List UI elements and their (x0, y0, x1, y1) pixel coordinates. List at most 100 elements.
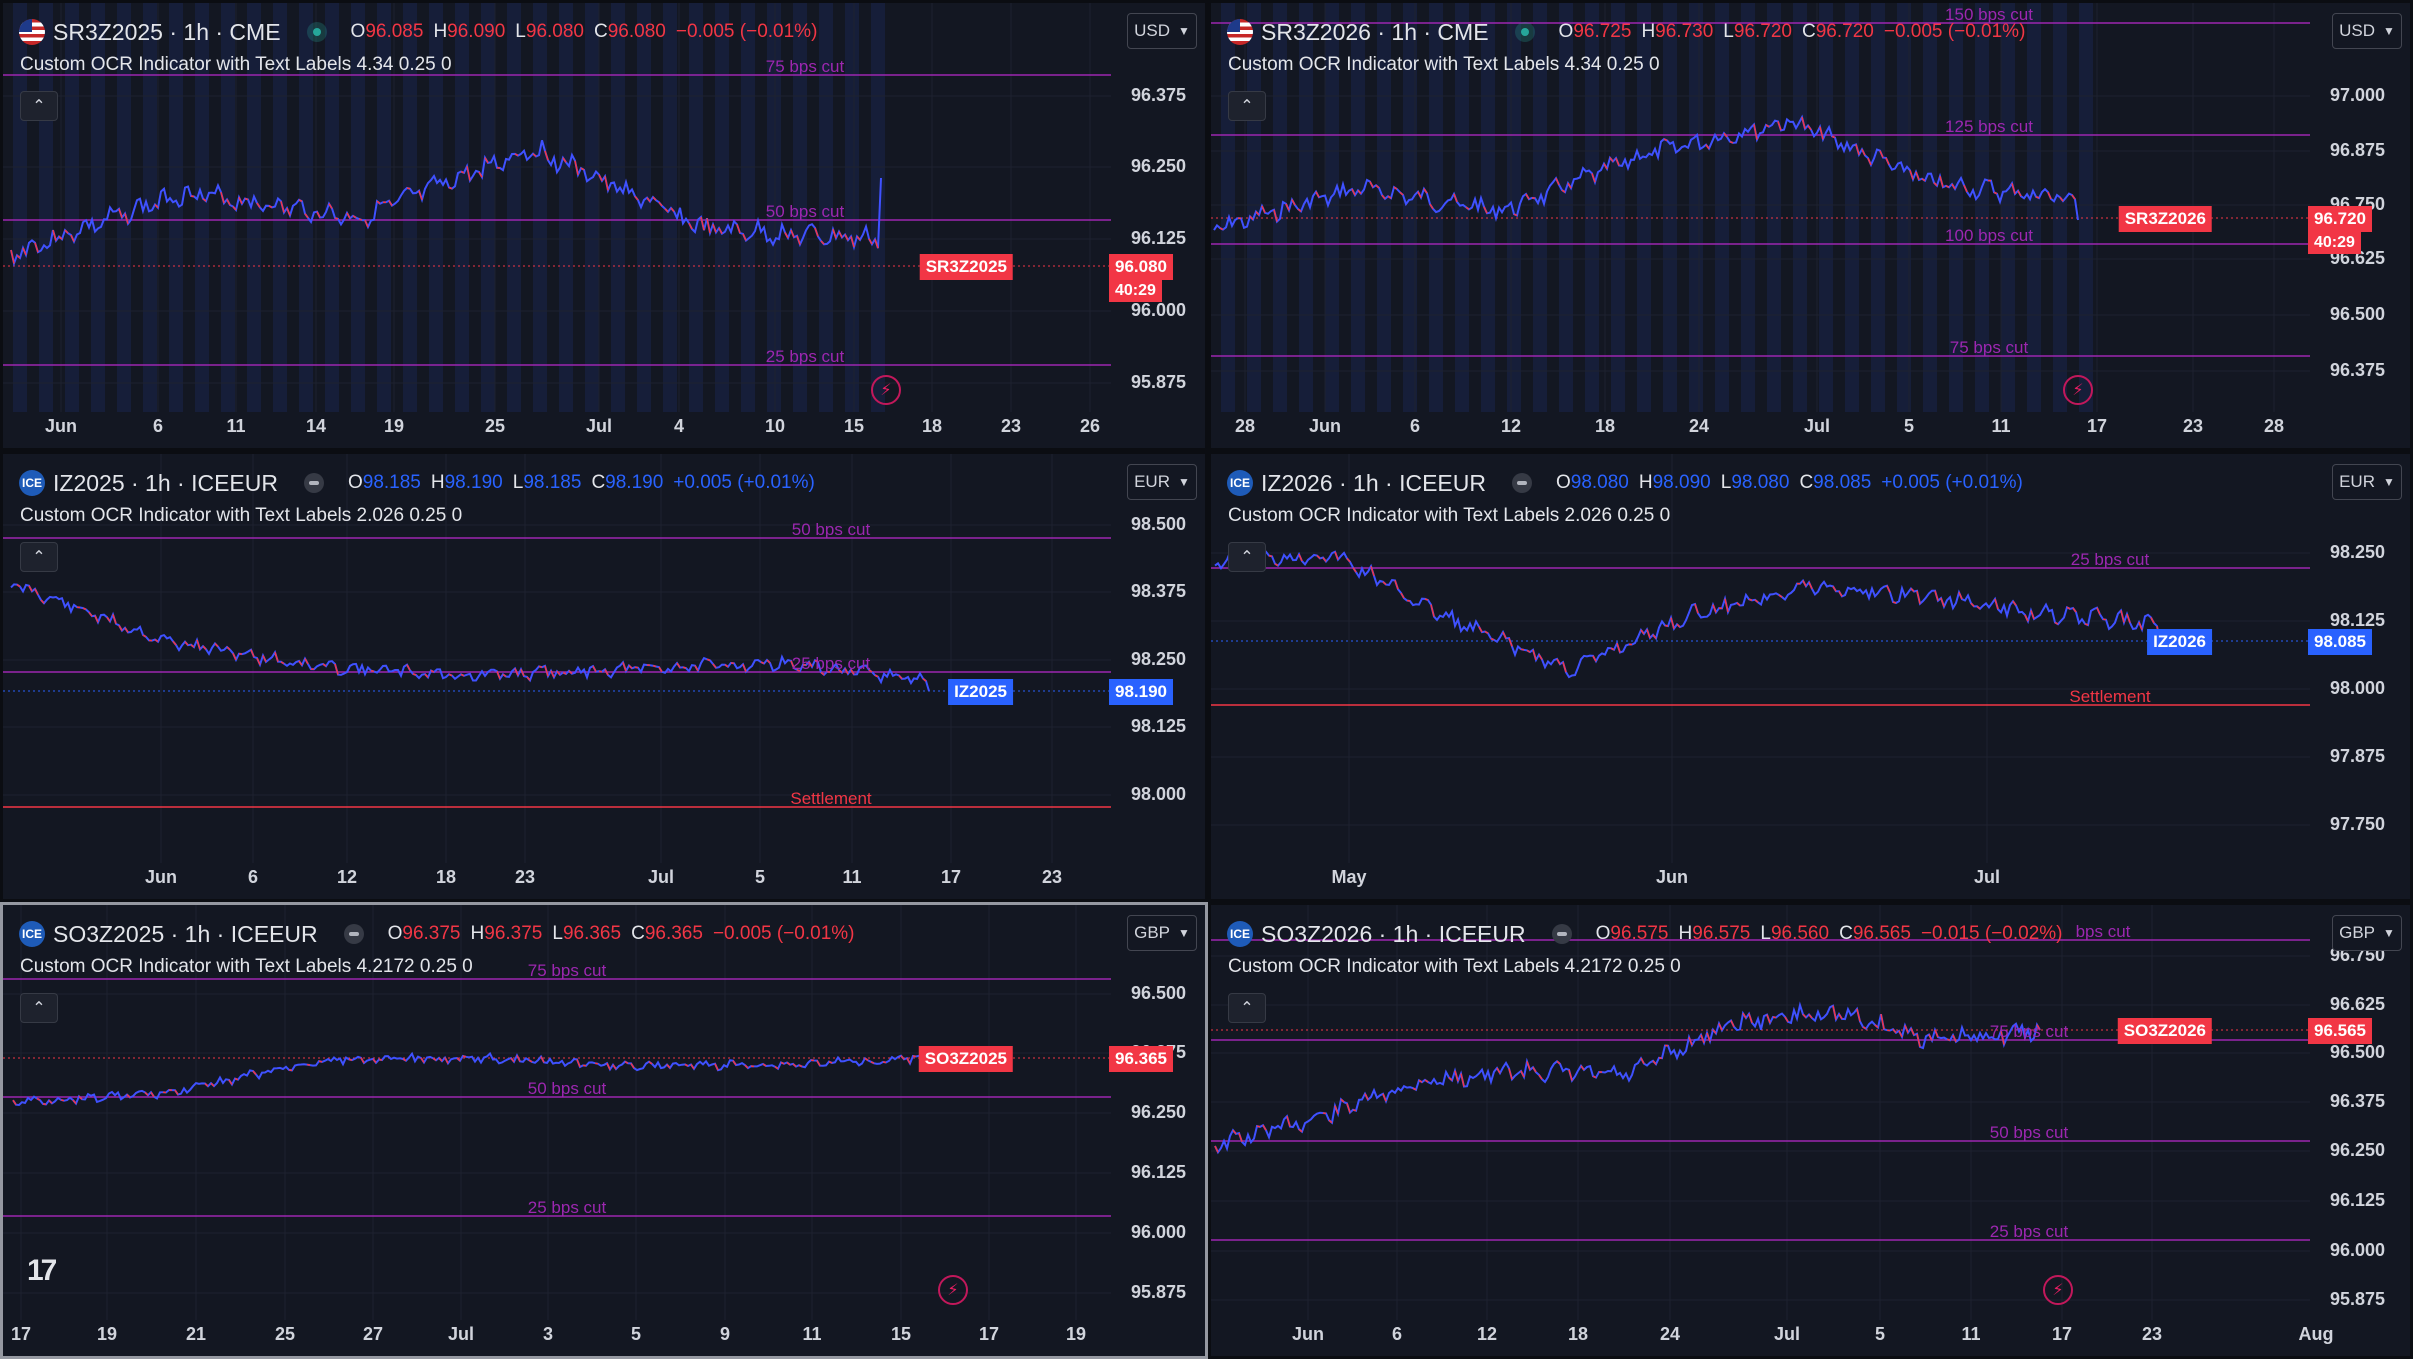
plot-area[interactable] (1211, 905, 2310, 1320)
symbol-legend[interactable]: ICE IZ2025 · 1h · ICEEUR O98.185 H98.190… (19, 468, 815, 498)
session-band (1663, 3, 1677, 412)
collapse-legend-button[interactable]: ⌃ (20, 91, 58, 121)
symbol-price-tag: SO3Z2025 (918, 1046, 1013, 1072)
indicator-legend[interactable]: Custom OCR Indicator with Text Labels 4.… (20, 54, 452, 75)
lightning-icon[interactable]: ⚡ (2043, 1275, 2073, 1305)
time-axis-label: Jul (1773, 1324, 1801, 1344)
market-status-icon[interactable] (343, 924, 364, 944)
time-axis-label: 12 (1500, 416, 1522, 436)
market-status-icon[interactable] (303, 473, 324, 493)
plot-area[interactable] (3, 454, 1111, 863)
chart-pane-sr3z2026[interactable]: 150 bps cut 125 bps cut 100 bps cut 75 bps … (1208, 0, 2413, 451)
symbol-legend[interactable]: ICE IZ2026 · 1h · ICEEUR O98.080 H98.090… (1227, 468, 2023, 498)
tradingview-logo-icon[interactable]: 17 (27, 1254, 57, 1287)
plot-area[interactable] (3, 905, 1111, 1320)
chart-pane-iz2026[interactable]: 25 bps cut Settlement ICE IZ2026 · 1h · I… (1208, 451, 2413, 902)
price-plot[interactable] (3, 454, 1111, 863)
session-band (2079, 3, 2093, 412)
us-flag-icon (1227, 19, 1253, 45)
session-band (533, 3, 547, 412)
chart-pane-so3z2025[interactable]: 75 bps cut 50 bps cut 25 bps cut ICE SO3Z2… (0, 902, 1208, 1359)
time-axis-label: 25 (274, 1324, 296, 1344)
session-band (403, 3, 417, 412)
price-axis-label: 95.875 (1131, 372, 1187, 392)
lightning-icon[interactable]: ⚡ (2063, 375, 2093, 405)
ohlc-open: O98.185 (347, 472, 421, 493)
price-axis-label: 96.500 (1131, 983, 1187, 1003)
symbol-title[interactable]: SR3Z2025 · 1h · CME (53, 18, 281, 45)
chart-pane-so3z2026[interactable]: bps cut 75 bps cut 50 bps cut 25 bps cut IC… (1208, 902, 2413, 1359)
chart-pane-iz2025[interactable]: 50 bps cut 25 bps cut Settlement ICE IZ202… (0, 451, 1208, 902)
collapse-legend-button[interactable]: ⌃ (20, 542, 58, 572)
time-axis-label: 6 (1409, 416, 1421, 436)
session-band (559, 3, 573, 412)
symbol-legend[interactable]: SR3Z2026 · 1h · CME O96.725 H96.730 L96.… (1227, 17, 2025, 47)
indicator-legend[interactable]: Custom OCR Indicator with Text Labels 4.… (1228, 54, 1660, 75)
session-band (1455, 3, 1469, 412)
symbol-title[interactable]: IZ2026 · 1h · ICEEUR (1261, 469, 1486, 496)
indicator-legend[interactable]: Custom OCR Indicator with Text Labels 2.… (20, 505, 463, 526)
session-band (1325, 3, 1339, 412)
time-axis-label: Jun (44, 416, 78, 436)
ohlc-high: H98.190 (430, 472, 503, 493)
price-plot[interactable] (3, 905, 1111, 1320)
market-status-icon[interactable] (306, 22, 327, 42)
currency-button[interactable]: EUR ▼ (1127, 464, 1197, 500)
session-band (741, 3, 755, 412)
collapse-legend-button[interactable]: ⌃ (1228, 993, 1266, 1023)
market-status-icon[interactable] (1514, 22, 1535, 42)
currency-button[interactable]: GBP ▼ (1127, 915, 1197, 951)
ohlc-open: O96.725 (1558, 21, 1632, 42)
collapse-legend-button[interactable]: ⌃ (1228, 91, 1266, 121)
chart-pane-sr3z2025[interactable]: 75 bps cut 50 bps cut 25 bps cut SR3Z2025 … (0, 0, 1208, 451)
symbol-legend[interactable]: ICE SO3Z2026 · 1h · ICEEUR O96.575 H96.5… (1227, 919, 2062, 949)
lightning-icon[interactable]: ⚡ (938, 1275, 968, 1305)
market-status-icon[interactable] (1551, 924, 1572, 944)
symbol-legend[interactable]: SR3Z2025 · 1h · CME O96.085 H96.090 L96.… (19, 17, 817, 47)
level-label: 50 bps cut (765, 202, 845, 221)
ohlc-low: L96.080 (515, 21, 584, 42)
session-band (1975, 3, 1989, 412)
currency-button[interactable]: EUR ▼ (2332, 464, 2402, 500)
currency-button[interactable]: USD ▼ (2332, 13, 2402, 49)
currency-button[interactable]: USD ▼ (1127, 13, 1197, 49)
indicator-legend[interactable]: Custom OCR Indicator with Text Labels 2.… (1228, 505, 1671, 526)
plot-area[interactable] (1211, 454, 2310, 863)
collapse-legend-button[interactable]: ⌃ (1228, 542, 1266, 572)
time-axis-label: 11 (1961, 1324, 1981, 1344)
symbol-title[interactable]: IZ2025 · 1h · ICEEUR (53, 469, 278, 496)
session-band (2001, 3, 2015, 412)
symbol-title[interactable]: SO3Z2025 · 1h · ICEEUR (53, 920, 318, 947)
price-axis-label: 96.375 (2330, 360, 2386, 380)
collapse-legend-button[interactable]: ⌃ (20, 993, 58, 1023)
market-status-icon[interactable] (1511, 473, 1532, 493)
price-series (1214, 1001, 2041, 1155)
price-axis-label: 97.750 (2330, 814, 2386, 834)
level-label: 50 bps cut (1989, 1123, 2069, 1142)
chevron-down-icon: ▼ (1178, 475, 1190, 489)
time-axis-label: 6 (247, 867, 259, 887)
indicator-legend[interactable]: Custom OCR Indicator with Text Labels 4.… (20, 956, 473, 977)
ohlc-close: C96.080 (594, 21, 666, 42)
symbol-title[interactable]: SO3Z2026 · 1h · ICEEUR (1261, 920, 1526, 947)
currency-button[interactable]: GBP ▼ (2332, 915, 2402, 951)
ohlc-low: L98.185 (512, 472, 582, 493)
lightning-icon[interactable]: ⚡ (871, 375, 901, 405)
symbol-legend[interactable]: ICE SO3Z2025 · 1h · ICEEUR O96.375 H96.3… (19, 919, 854, 949)
time-axis-label: 12 (336, 867, 358, 887)
chevron-down-icon: ▼ (2383, 926, 2395, 940)
symbol-price-tag: IZ2026 (2147, 629, 2212, 655)
symbol-title[interactable]: SR3Z2026 · 1h · CME (1261, 18, 1489, 45)
indicator-legend[interactable]: Custom OCR Indicator with Text Labels 4.… (1228, 956, 1681, 977)
time-axis-label: 5 (1903, 416, 1915, 436)
price-axis-label: 96.250 (1131, 156, 1187, 176)
time-axis-label: Jun (1655, 867, 1689, 887)
price-plot[interactable] (1211, 454, 2310, 863)
session-band (2053, 3, 2067, 412)
level-label: 100 bps cut (1945, 226, 2033, 245)
session-band (1897, 3, 1911, 412)
session-band (429, 3, 443, 412)
price-plot[interactable] (1211, 905, 2310, 1320)
symbol-price-tag: SR3Z2026 (2118, 206, 2212, 232)
time-axis-label: Jun (1291, 1324, 1325, 1344)
